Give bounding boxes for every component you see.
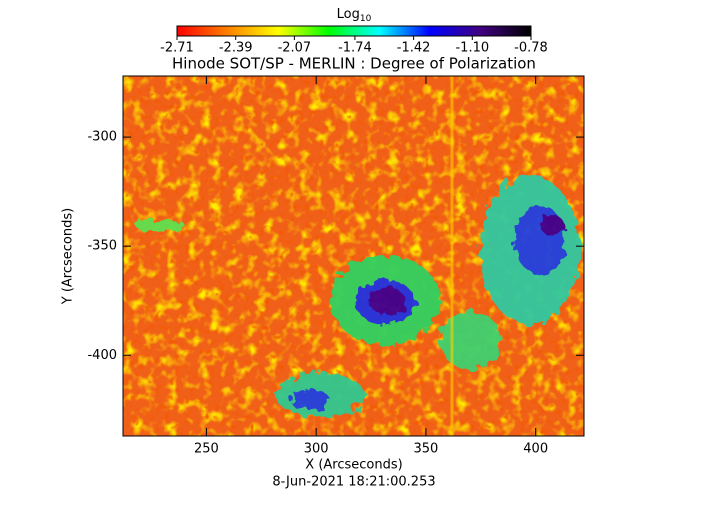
x-tick-label: 300 [304,442,329,457]
y-axis-label: Y (Arcseconds) [61,208,76,305]
colorbar-tick-label: -1.10 [455,41,489,56]
plot-frame [122,75,585,437]
colorbar-tick-label: -0.78 [514,41,548,56]
colorbar-label: Log10 [337,7,372,24]
colorbar-tick-label: -2.39 [219,41,253,56]
x-tick-label: 400 [523,442,548,457]
y-tick-label: -400 [87,348,117,363]
x-tick-label: 250 [194,442,219,457]
chart-title: Hinode SOT/SP - MERLIN : Degree of Polar… [172,55,536,73]
colorbar-tick-label: -1.42 [397,41,431,56]
x-axis-label: X (Arcseconds) [305,458,402,473]
footer: 8-Jun-2021 18:21:00.253 [272,475,435,490]
image-texture [123,76,584,436]
y-tick-label: -350 [87,239,117,254]
colorbar-tick-label: -1.74 [338,41,372,56]
colorbar-tick-label: -2.07 [278,41,312,56]
y-tick-label: -300 [87,130,117,145]
x-tick-label: 350 [414,442,439,457]
colorbar-tick-label: -2.71 [160,41,194,56]
colorbar [176,25,532,37]
